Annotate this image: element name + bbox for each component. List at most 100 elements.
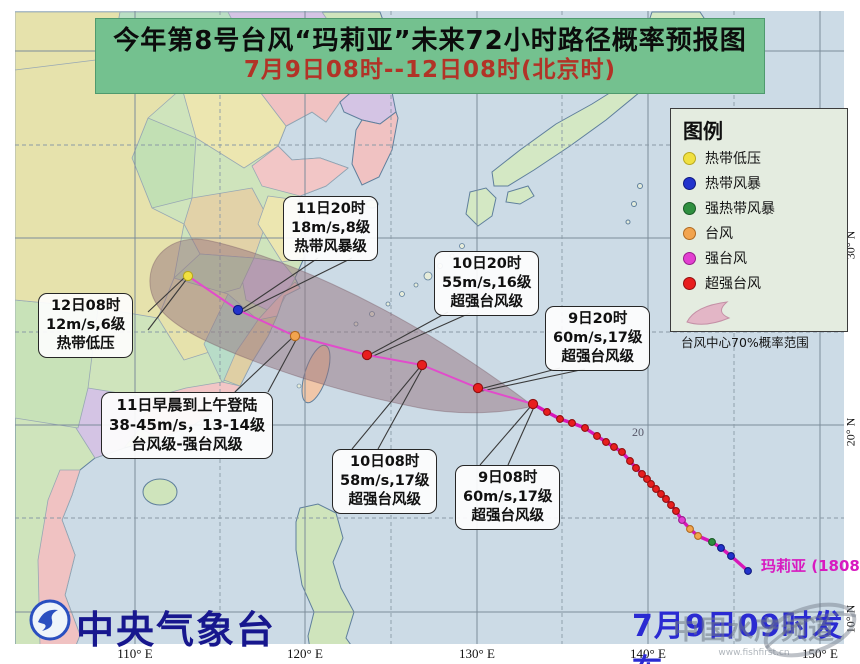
storm-name-label: 玛莉亚 (1808) [761, 557, 860, 575]
callout-category: 超强台风级 [450, 293, 523, 310]
observed-track-point [610, 443, 618, 451]
observed-track-point [708, 538, 716, 546]
callout-category: 热带风暴级 [294, 238, 367, 255]
callout-leader-lines [147, 257, 586, 466]
legend-item-super: 超强台风 [683, 273, 837, 293]
callout-category: 超强台风级 [348, 491, 421, 508]
lat-label-20n: 20° N [843, 417, 858, 447]
legend-item-label: 强热带风暴 [705, 201, 775, 217]
callout-time: 9日08时 [478, 470, 538, 486]
callout-time: 10日08时 [350, 454, 420, 470]
legend-item-label: 超强台风 [705, 276, 761, 292]
callout-category: 台风级-强台风级 [131, 435, 243, 453]
legend-item-sty: 强台风 [683, 248, 837, 268]
track-layer [182, 270, 752, 575]
legend-title: 图例 [683, 119, 723, 143]
legend-cone-label: 台风中心70%概率范围 [681, 335, 809, 350]
legend-item-td: 热带低压 [683, 148, 837, 168]
observed-track-point [632, 464, 640, 472]
observed-track-point [672, 507, 680, 515]
lon-label-110e: 110° E [117, 646, 153, 661]
observed-track-point [727, 552, 735, 560]
callout-9d20h: 9日20时 60m/s,17级 超强台风级 [545, 306, 651, 371]
legend-item-ty: 台风 [683, 223, 837, 243]
legend-items: 热带低压热带风暴强热带风暴台风强台风超强台风 [681, 148, 837, 293]
sts-intensity-icon [683, 201, 696, 215]
forecast-track-point [232, 304, 244, 316]
callout-wind: 60m/s,17级 [553, 329, 643, 346]
ts-intensity-icon [683, 176, 696, 190]
callout-category: 超强台风级 [561, 348, 634, 365]
forecast-track-point [289, 330, 301, 342]
callout-11d20h: 11日20时 18m/s,8级 热带风暴级 [283, 196, 379, 261]
forecast-track-point [472, 382, 484, 394]
callout-wind: 60m/s,17级 [463, 488, 553, 505]
observed-track-point [667, 501, 675, 509]
inner-grid-label: 20 [632, 425, 644, 439]
observed-track-point [652, 485, 660, 493]
callout-time: 10日20时 [452, 256, 522, 272]
callout-time: 11日20时 [295, 201, 366, 217]
td-intensity-icon [683, 151, 696, 165]
callout-time: 9日20时 [568, 311, 628, 327]
callout-10d20h: 10日20时 55m/s,16级 超强台风级 [434, 251, 540, 316]
observed-track-point [686, 525, 694, 533]
callout-wind: 58m/s,17级 [340, 472, 430, 489]
cma-logo-icon [29, 599, 71, 641]
lon-label-140e: 140° E [630, 646, 666, 661]
legend: 图例 热带低压热带风暴强热带风暴台风强台风超强台风 台风中心70%概率范围 [670, 108, 848, 350]
callout-time: 11日早晨到上午登陆 [116, 396, 258, 414]
legend-item-label: 热带低压 [705, 151, 761, 167]
callout-10d08h: 10日08时 58m/s,17级 超强台风级 [332, 449, 438, 514]
observed-track-point [657, 490, 665, 498]
legend-item-label: 强台风 [705, 251, 747, 267]
observed-track-point [744, 567, 752, 575]
legend-item-ts: 热带风暴 [683, 173, 837, 193]
observed-track-point [593, 432, 601, 440]
observed-track-point [602, 438, 610, 446]
callout-wind: 38-45m/s，13-14级 [109, 415, 265, 434]
lon-label-150e: 150° E [802, 646, 838, 661]
observed-track-point [618, 448, 626, 456]
legend-item-sts: 强热带风暴 [683, 198, 837, 218]
map-subtitle: 7月9日08时--12日08时(北京时) [243, 57, 617, 84]
observed-track-point [694, 532, 702, 540]
callout-category: 热带低压 [56, 335, 115, 352]
observed-track-point [626, 457, 634, 465]
callout-9d08h: 9日08时 60m/s,17级 超强台风级 [455, 465, 561, 530]
probability-cone [149, 238, 535, 414]
observed-track-point [556, 415, 564, 423]
lon-label-120e: 120° E [287, 646, 323, 661]
callout-time: 12日08时 [50, 298, 121, 314]
observed-track-point [717, 544, 725, 552]
observed-track-point [581, 424, 589, 432]
legend-item-label: 台风 [705, 226, 733, 242]
cone-icon [686, 301, 731, 325]
forecast-track-point [361, 349, 373, 361]
super-intensity-icon [683, 276, 696, 290]
forecast-track-point [527, 398, 539, 410]
callout-landfall: 11日早晨到上午登陆 38-45m/s，13-14级 台风级-强台风级 [101, 392, 273, 459]
observed-track-point [662, 495, 670, 503]
forecast-track-point [416, 359, 428, 371]
hainan-island [142, 478, 178, 506]
callout-wind: 55m/s,16级 [442, 274, 532, 291]
callout-category: 超强台风级 [471, 507, 544, 524]
title-banner: 今年第8号台风“玛莉亚”未来72小时路径概率预报图 7月9日08时--12日08… [95, 18, 765, 94]
issue-time: 7月9日09时发布 [632, 609, 844, 664]
observed-track-point [643, 475, 651, 483]
agency-name: 中央气象台 [76, 608, 277, 652]
callout-wind: 18m/s,8级 [291, 219, 371, 236]
luzon-island [295, 503, 355, 644]
callout-wind: 12m/s,6级 [46, 316, 126, 333]
observed-track-point [678, 516, 686, 524]
legend-item-label: 热带风暴 [705, 176, 761, 192]
forecast-track-point [182, 270, 194, 282]
callout-12d08h: 12日08时 12m/s,6级 热带低压 [38, 293, 134, 358]
lon-label-130e: 130° E [459, 646, 495, 661]
observed-track-point [543, 408, 551, 416]
sty-intensity-icon [683, 251, 696, 265]
observed-track-point [638, 470, 646, 478]
observed-track-point [647, 480, 655, 488]
